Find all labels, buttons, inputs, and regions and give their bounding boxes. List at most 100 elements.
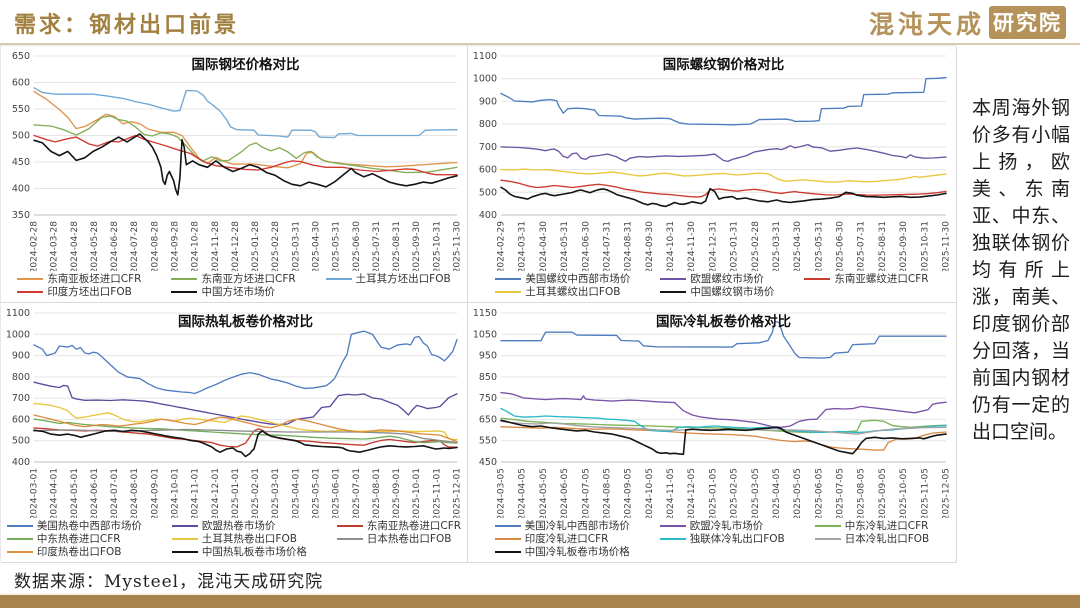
legend-line-swatch <box>494 550 521 553</box>
legend-line-swatch <box>171 537 198 540</box>
legend-line-swatch <box>814 537 841 540</box>
series-line <box>500 179 947 198</box>
x-axis-tick-label: 2025-06-30 <box>352 221 362 271</box>
y-axis-tick-label: 500 <box>12 436 30 447</box>
legend-item: 中东冷轧进口CFR <box>814 519 930 532</box>
chart-title: 国际热轧板卷价格对比 <box>178 313 313 330</box>
x-axis-tick-label: 2024-02-29 <box>497 221 507 271</box>
x-axis-tick-label: 2024-07-31 <box>602 221 612 271</box>
x-axis-tick-label: 2025-11-30 <box>942 221 952 271</box>
x-axis-tick-label: 2025-04-05 <box>772 468 782 518</box>
x-axis-tick-label: 2025-05-31 <box>814 221 824 271</box>
x-axis-tick-label: 2025-09-30 <box>412 221 422 271</box>
y-axis-tick-label: 750 <box>479 393 497 404</box>
legend-label: 土耳其螺纹出口FOB <box>525 286 621 298</box>
x-axis-tick-label: 2025-04-30 <box>793 221 803 271</box>
legend-line-swatch <box>6 537 33 540</box>
x-axis-tick-label: 2025-10-31 <box>920 221 930 271</box>
series-line <box>500 419 947 456</box>
y-axis-tick-label: 900 <box>12 351 30 362</box>
x-axis-tick-label: 2025-12-01 <box>453 468 463 518</box>
legend-label: 中国螺纹钢市场价 <box>690 286 775 298</box>
x-axis-tick-label: 2024-05-05 <box>539 468 549 518</box>
x-axis-tick-label: 2025-03-31 <box>291 221 301 271</box>
legend-line-swatch <box>495 277 522 280</box>
legend-label: 独联体冷轧出口FOB <box>689 533 785 545</box>
y-axis-tick-label: 1150 <box>473 308 497 319</box>
x-axis-tick-label: 2025-05-05 <box>793 468 803 518</box>
series-line <box>500 76 947 126</box>
x-axis-tick-label: 2025-06-05 <box>814 468 824 518</box>
y-axis-tick-label: 550 <box>479 436 497 447</box>
page-title: 需求：钢材出口前景 <box>14 11 240 38</box>
x-axis-tick-label: 2025-03-31 <box>772 221 782 271</box>
x-axis-tick-label: 2025-03-05 <box>751 468 761 518</box>
legend-label: 中国热轧板卷市场价格 <box>201 546 307 558</box>
x-axis-tick-label: 2025-06-01 <box>332 468 342 518</box>
x-axis-tick-label: 2024-08-01 <box>130 468 140 518</box>
y-axis-tick-label: 700 <box>12 393 30 404</box>
x-axis-tick-label: 2025-08-01 <box>372 468 382 518</box>
x-axis-tick-label: 2024-05-01 <box>70 468 80 518</box>
x-axis-tick-label: 2025-02-28 <box>751 221 761 271</box>
x-axis-tick-label: 2024-09-01 <box>150 468 160 518</box>
series-line <box>33 115 458 174</box>
x-axis-tick-label: 2024-10-28 <box>191 221 201 271</box>
x-axis-tick-label: 2024-03-31 <box>518 221 528 271</box>
legend-line-swatch <box>17 277 44 280</box>
x-axis-tick-label: 2024-08-05 <box>602 468 612 518</box>
x-axis-tick-label: 2024-12-01 <box>211 468 221 518</box>
legend-label: 中国方坯市场价 <box>201 286 275 298</box>
series-line <box>500 168 947 183</box>
x-axis-tick-label: 2025-09-01 <box>392 468 402 518</box>
y-axis-tick-label: 600 <box>12 78 30 89</box>
y-axis-tick-label: 500 <box>12 131 30 142</box>
header: 需求：钢材出口前景 混沌天成 研究院 <box>0 0 1080 45</box>
series-line <box>33 134 458 176</box>
x-axis-tick-label: 2025-04-30 <box>312 221 322 271</box>
y-axis-tick-label: 1100 <box>473 51 497 62</box>
series-line <box>33 381 458 426</box>
logo-brand-text: 混沌天成 <box>868 9 985 39</box>
y-axis-tick-label: 400 <box>12 184 30 195</box>
legend-item: 东南亚板坯进口CFR <box>17 272 141 285</box>
x-axis-tick-label: 2025-01-28 <box>251 221 261 271</box>
series-line <box>33 330 458 395</box>
chart-billet-price: 350 400 450 500 550 600 650 2024-02-28 2024-03-2… <box>1 46 468 303</box>
legend-label: 日本热卷出口FOB <box>366 533 452 545</box>
legend-line-swatch <box>494 537 521 540</box>
legend-line-swatch <box>814 524 841 527</box>
crc-price-plot: 450 550 650 750 850 950 1050 1150 2024-03-05 2024… <box>473 308 952 518</box>
y-axis-tick-label: 800 <box>12 372 30 383</box>
legend-label: 欧盟冷轧市场价 <box>689 520 764 532</box>
x-axis-tick-label: 2024-08-31 <box>624 221 634 271</box>
x-axis-tick-label: 2024-12-28 <box>231 221 241 271</box>
y-axis-tick-label: 900 <box>479 96 497 107</box>
x-axis-tick-label: 2024-02-28 <box>30 221 40 271</box>
logo-suffix-badge: 研究院 <box>989 6 1066 39</box>
y-axis-tick-label: 600 <box>479 165 497 176</box>
chart-title: 国际冷轧板卷价格对比 <box>656 313 791 330</box>
legend-item: 中国冷轧板卷市场价格 <box>494 545 630 558</box>
x-axis-tick-label: 2025-07-01 <box>352 468 362 518</box>
x-axis-tick-label: 2024-03-05 <box>497 468 507 518</box>
legend-label: 东南亚板坯进口CFR <box>47 273 142 285</box>
legend-label: 美国冷轧中西部市场价 <box>524 520 630 532</box>
x-axis-tick-label: 2024-07-28 <box>130 221 140 271</box>
legend-item: 欧盟螺纹市场价 <box>660 272 774 285</box>
legend-label: 印度方坯出口FOB <box>47 286 132 298</box>
x-axis-tick-label: 2025-07-05 <box>836 468 846 518</box>
legend-label: 东南亚螺纹进口CFR <box>834 273 929 285</box>
series-line <box>33 418 458 444</box>
x-axis-tick-label: 2025-02-05 <box>730 468 740 518</box>
x-axis-tick-label: 2024-05-28 <box>90 221 100 271</box>
y-axis-tick-label: 450 <box>12 157 30 168</box>
x-axis-tick-label: 2025-06-30 <box>836 221 846 271</box>
x-axis-tick-label: 2025-11-01 <box>432 468 442 518</box>
chart-grid: 350 400 450 500 550 600 650 2024-02-28 2024-03-2… <box>0 45 957 563</box>
legend-line-swatch <box>171 550 198 553</box>
x-axis-tick-label: 2024-10-01 <box>171 468 181 518</box>
commentary-text: 本周海外钢价多有小幅上扬，欧美、东南亚、中东、独联体钢价均有所上涨，南美、印度钢… <box>972 97 1070 443</box>
series-line <box>500 426 947 451</box>
legend-line-swatch <box>495 290 522 293</box>
